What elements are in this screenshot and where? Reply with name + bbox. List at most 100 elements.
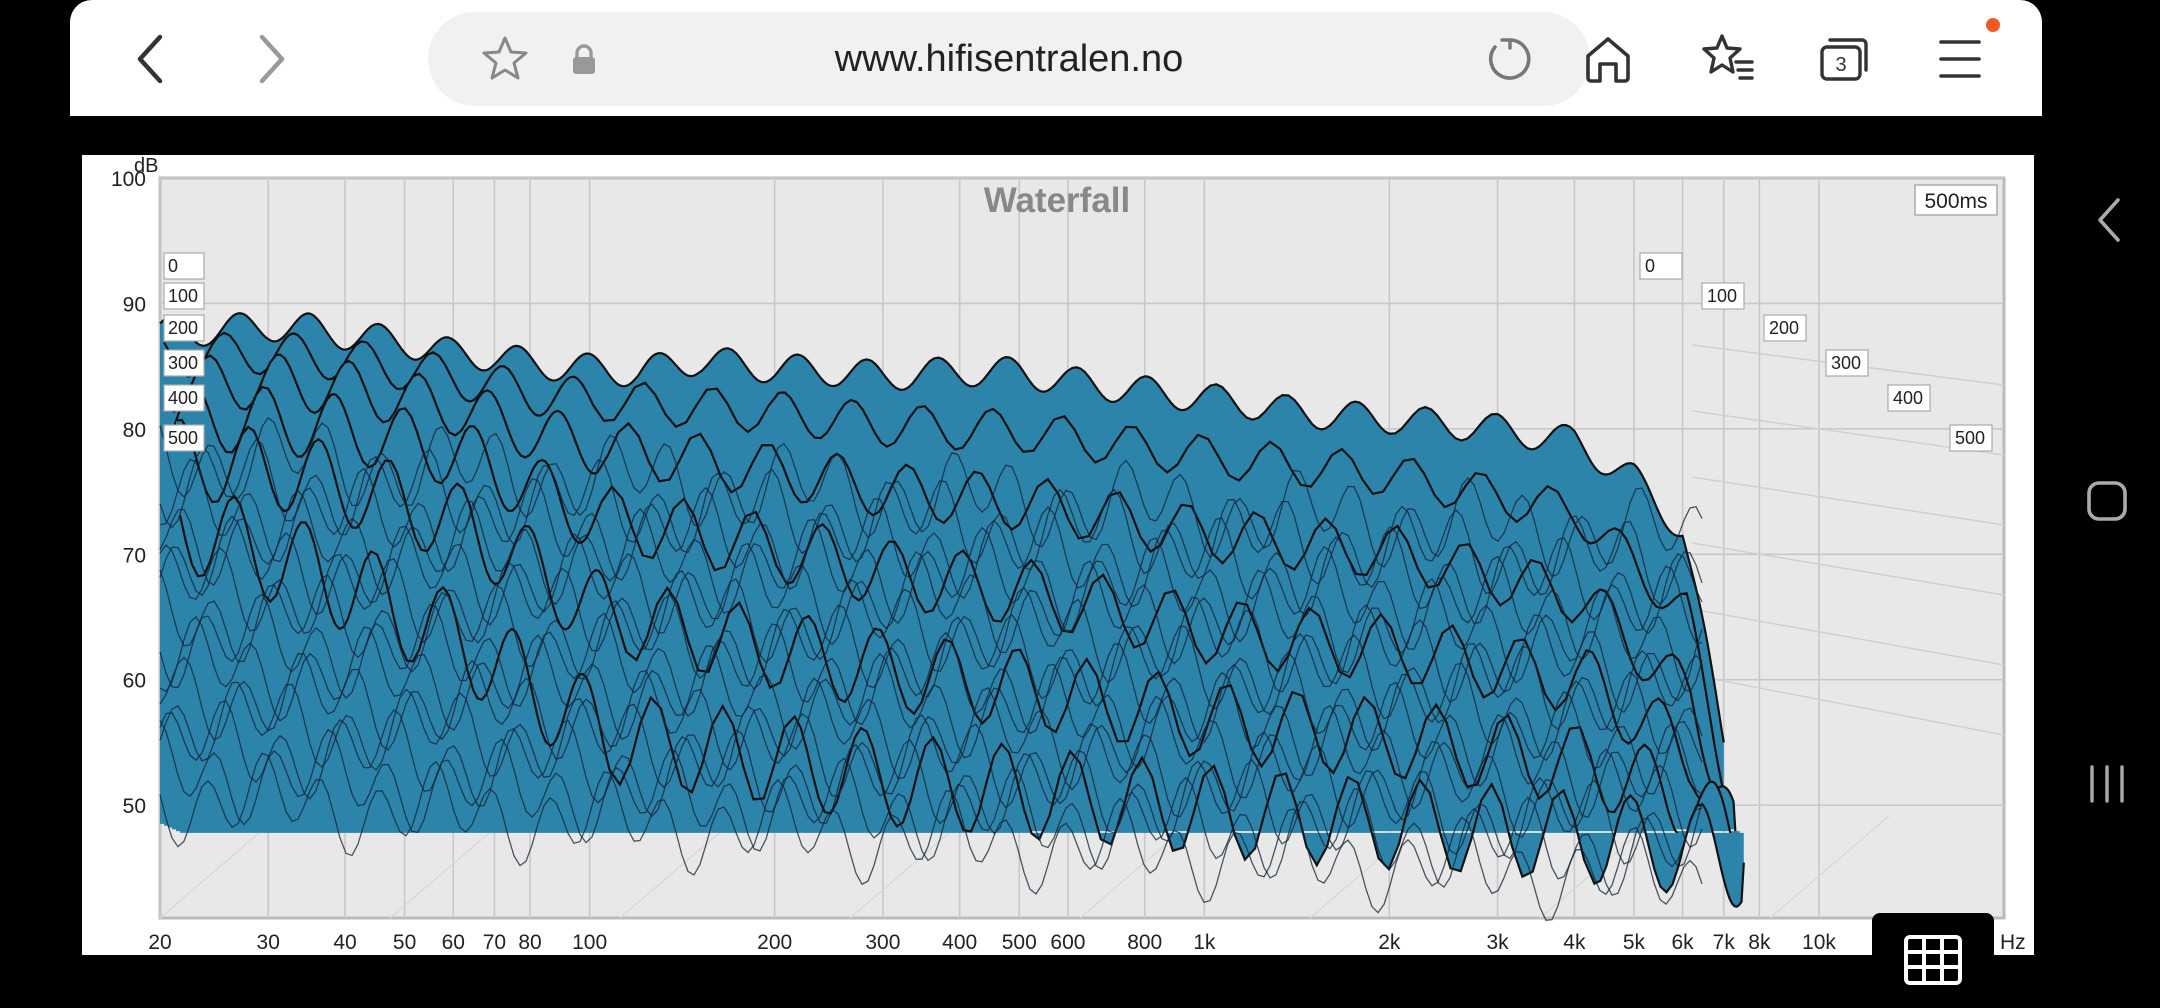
system-navigation xyxy=(2042,0,2160,1008)
x-tick-label: 5k xyxy=(1623,931,1646,954)
floor-gridline xyxy=(1769,814,1891,919)
slice-label-box xyxy=(163,282,205,310)
ripple-line xyxy=(159,569,1703,733)
depth-gridline xyxy=(1691,674,2005,736)
ripple-line xyxy=(159,489,1703,661)
slice-label-left: 200 xyxy=(168,318,198,338)
time-label: 500ms xyxy=(1924,190,1987,213)
x-unit-label: Hz xyxy=(2000,931,2026,954)
ripple-line xyxy=(159,438,1703,606)
slice-label-box xyxy=(1763,314,1807,342)
slice-label-box xyxy=(163,384,205,412)
x-tick-label: 7k xyxy=(1713,931,1736,954)
bookmarks-icon[interactable] xyxy=(1700,32,1756,84)
slice-label-box xyxy=(163,252,205,280)
forward-icon[interactable] xyxy=(248,33,292,85)
ripple-line xyxy=(159,416,1703,578)
slice-label-box xyxy=(163,424,205,452)
x-tick-label: 6k xyxy=(1672,931,1695,954)
tabs-icon[interactable]: 3 xyxy=(1818,34,1872,84)
slice-labels-right: 0 100 200 300 400 500 xyxy=(1639,252,1993,452)
slice-label-left: 500 xyxy=(168,428,198,448)
ripple-line xyxy=(159,700,1703,868)
x-tick-label: 4k xyxy=(1563,931,1586,954)
y-tick-label: 100 xyxy=(111,168,146,191)
slice-label-right: 500 xyxy=(1955,428,1985,448)
series-layer xyxy=(159,312,1745,921)
waterfall-plot: 100 90 80 70 60 50 20 30 40 50 60 70 80 100 200 300 400… xyxy=(111,155,2026,954)
slice-line xyxy=(167,353,1733,818)
depth-gridline xyxy=(1691,608,2005,666)
ripple-line xyxy=(159,720,1703,896)
menu-icon[interactable] xyxy=(1938,38,1982,80)
x-tick-label: 500 xyxy=(1002,931,1037,954)
lock-icon xyxy=(573,44,595,74)
y-tick-label: 60 xyxy=(123,670,146,693)
ripple-line xyxy=(159,681,1703,849)
y-tick-label: 80 xyxy=(123,419,146,442)
back-nav-icon[interactable] xyxy=(2094,196,2124,244)
depth-gridline xyxy=(1691,542,2005,596)
depth-gridline xyxy=(1691,476,2005,526)
y-tick-label: 90 xyxy=(123,293,146,316)
recents-nav-icon[interactable] xyxy=(2086,764,2128,804)
slice-label-box xyxy=(1949,424,1993,452)
x-tick-label: 100 xyxy=(572,931,607,954)
x-tick-label: 60 xyxy=(442,931,465,954)
slice-labels-left: 0 100 200 300 400 500 xyxy=(163,252,205,452)
x-tick-label: 2k xyxy=(1378,931,1401,954)
home-nav-icon[interactable] xyxy=(2086,480,2128,522)
x-tick-label: 3k xyxy=(1486,931,1509,954)
slice-label-left: 100 xyxy=(168,286,198,306)
ripple-line xyxy=(159,458,1703,635)
x-tick-label: 40 xyxy=(333,931,356,954)
slice-label-box xyxy=(1701,282,1745,310)
address-bar[interactable]: www.hifisentralen.no xyxy=(428,12,1590,106)
slice-label-right: 0 xyxy=(1645,256,1655,276)
star-icon[interactable] xyxy=(480,34,530,84)
x-axis-ticks: 20 30 40 50 60 70 80 100 200 300 400 500 600 800 1k 2k 3… xyxy=(148,931,1836,954)
x-tick-label: 300 xyxy=(865,931,900,954)
x-tick-label: 20 xyxy=(148,931,171,954)
ripple-line xyxy=(159,515,1703,693)
x-tick-label: 200 xyxy=(757,931,792,954)
time-label-box xyxy=(1914,184,1998,216)
slice-label-left: 400 xyxy=(168,388,198,408)
y-unit-label: dB xyxy=(134,155,158,177)
x-tick-label: 600 xyxy=(1050,931,1085,954)
x-tick-label: 70 xyxy=(483,931,506,954)
slice-line xyxy=(175,418,1741,868)
x-tick-label: 50 xyxy=(393,931,416,954)
ripple-line xyxy=(159,616,1703,795)
reload-icon[interactable] xyxy=(1485,34,1535,84)
slice-label-box xyxy=(163,349,205,377)
slice-line xyxy=(159,312,1725,743)
ripple-line xyxy=(159,752,1703,921)
ripple-line xyxy=(159,593,1703,762)
home-icon[interactable] xyxy=(1582,34,1634,84)
browser-toolbar: www.hifisentralen.no 3 xyxy=(70,0,2042,116)
slice-label-box xyxy=(163,314,205,342)
back-icon[interactable] xyxy=(130,33,174,85)
grid-view-button[interactable] xyxy=(1872,913,1994,1008)
x-tick-label: 1k xyxy=(1193,931,1216,954)
slice-label-left: 0 xyxy=(168,256,178,276)
slice-label-right: 100 xyxy=(1707,286,1737,306)
url-text[interactable]: www.hifisentralen.no xyxy=(834,38,1184,80)
ripple-line xyxy=(159,653,1703,819)
notification-dot xyxy=(1986,18,2000,32)
tab-count: 3 xyxy=(1835,54,1846,76)
slice-label-box xyxy=(1639,252,1683,280)
slice-label-left: 300 xyxy=(168,353,198,373)
slice-label-box xyxy=(1887,384,1931,412)
x-tick-label: 800 xyxy=(1127,931,1162,954)
grid-icon[interactable] xyxy=(1904,935,1962,985)
slice-label-right: 200 xyxy=(1769,318,1799,338)
y-tick-label: 50 xyxy=(123,795,146,818)
x-tick-label: 400 xyxy=(942,931,977,954)
slice-label-right: 400 xyxy=(1893,388,1923,408)
chart-title: Waterfall xyxy=(984,181,1131,220)
x-tick-label: 8k xyxy=(1748,931,1771,954)
y-tick-label: 70 xyxy=(123,544,146,567)
x-tick-label: 80 xyxy=(518,931,541,954)
